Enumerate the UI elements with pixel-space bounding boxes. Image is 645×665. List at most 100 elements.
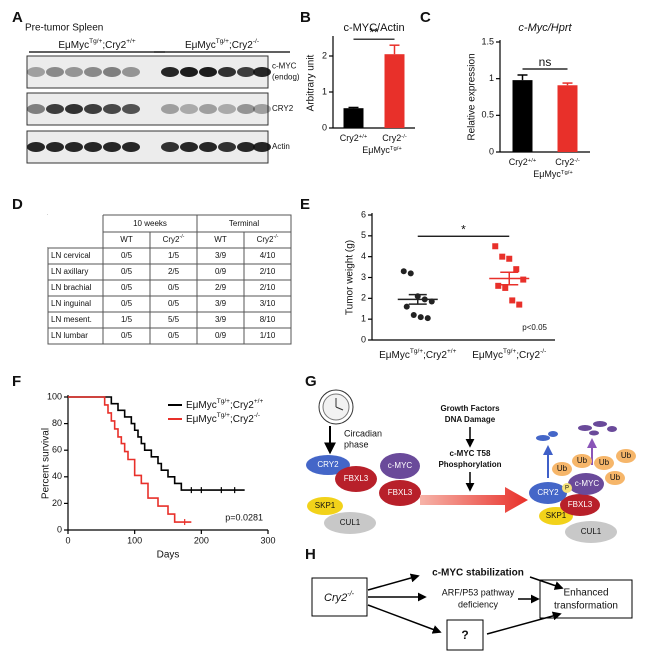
blot-title: Pre-tumor Spleen xyxy=(25,23,103,34)
table-cell: 3/9 xyxy=(215,299,227,308)
x-group-label-part: Tg/+ xyxy=(561,170,573,176)
x-tick-label: 100 xyxy=(127,535,142,545)
x-tick-label: 200 xyxy=(194,535,209,545)
blot-band xyxy=(218,104,236,114)
skp1-node xyxy=(307,497,343,515)
y-tick-label: 40 xyxy=(52,471,62,481)
data-point xyxy=(400,268,407,275)
clock-label: Circadian xyxy=(344,428,382,438)
legend-label-part: EμMyc xyxy=(186,414,217,425)
table-cell: 0/5 xyxy=(121,267,133,276)
blot-band xyxy=(253,67,271,77)
x-tick-label: Cry2-/- xyxy=(382,133,407,143)
data-point xyxy=(403,303,410,310)
x-tick-label-part: EμMyc xyxy=(472,350,503,361)
signal-label: Growth Factors xyxy=(440,404,500,413)
survival-curve xyxy=(68,396,245,491)
blot-band xyxy=(161,67,179,77)
node-label: SKP1 xyxy=(315,501,336,510)
fragment xyxy=(536,435,550,441)
cul1-node xyxy=(324,512,376,534)
blot-band xyxy=(237,142,255,152)
x-tick-label-part: +/+ xyxy=(359,134,368,140)
cmyc-node xyxy=(380,453,420,479)
node-label: FBXL3 xyxy=(344,474,369,483)
blot-band xyxy=(46,67,64,77)
data-point xyxy=(492,243,499,250)
table-cell: 4/10 xyxy=(260,251,276,260)
table-cell: 3/9 xyxy=(215,315,227,324)
node-label: CRY2 xyxy=(317,460,339,469)
cmyc-node xyxy=(568,473,604,495)
arrow xyxy=(367,604,442,634)
y-tick-label: 6 xyxy=(361,209,366,219)
blot-band xyxy=(253,104,271,114)
blot-group-label-part: ;Cry2 xyxy=(102,40,126,51)
table-cell: LN inguinal xyxy=(51,299,91,308)
table-cell: 0/5 xyxy=(121,251,133,260)
table-cell: 3/9 xyxy=(215,251,227,260)
y-tick-label: 80 xyxy=(52,418,62,428)
blot-band xyxy=(180,142,198,152)
y-tick-label: 1 xyxy=(322,86,327,96)
node-label: CUL1 xyxy=(340,518,361,527)
band-label: CRY2 xyxy=(272,104,294,113)
data-point xyxy=(499,253,506,260)
blot-band xyxy=(103,67,121,77)
blot-band xyxy=(84,142,102,152)
blot-band xyxy=(218,67,236,77)
arrow xyxy=(486,611,562,635)
blot-band xyxy=(199,142,217,152)
x-tick-label-part: +/+ xyxy=(447,348,457,355)
legend-label-part: ;Cry2 xyxy=(230,400,254,411)
outcome-label: transformation xyxy=(554,601,618,612)
path-label: ? xyxy=(461,628,468,642)
y-tick-label: 0.5 xyxy=(481,110,494,120)
path-label: c-MYC stabilization xyxy=(432,568,524,579)
table-corner xyxy=(48,215,103,248)
table-column-header-part: Cry2 xyxy=(257,235,274,244)
blot-band xyxy=(103,142,121,152)
y-tick-label: 0 xyxy=(322,122,327,132)
blot-band xyxy=(122,104,140,114)
x-tick-label-part: Cry2 xyxy=(382,133,401,143)
table-group-header: 10 weeks xyxy=(133,219,167,228)
cry2-node xyxy=(529,482,567,504)
panel-label: H xyxy=(305,546,316,563)
table-column-header: WT xyxy=(120,235,133,244)
p-node xyxy=(562,483,572,493)
node-label: CUL1 xyxy=(581,527,602,536)
legend-label: EμMycTg/+;Cry2+/+ xyxy=(186,398,263,410)
arrow xyxy=(367,573,420,591)
fbxl3-node xyxy=(335,466,377,492)
p-value: p=0.0281 xyxy=(225,512,263,522)
y-tick-label: 20 xyxy=(52,498,62,508)
table-cell: 2/5 xyxy=(168,267,180,276)
cul1-node xyxy=(565,521,617,543)
y-tick-label: 0 xyxy=(489,146,494,156)
x-tick-label-part: Cry2 xyxy=(555,157,574,167)
y-axis-title: Tumor weight (g) xyxy=(345,240,356,315)
blot-group-label-part: EμMyc xyxy=(58,40,89,51)
blot-group-label-part: Tg/+ xyxy=(216,38,229,45)
ub-node xyxy=(572,454,592,468)
blot-band xyxy=(161,104,179,114)
x-tick-label-part: Cry2 xyxy=(340,133,359,143)
table-cell: 0/9 xyxy=(215,331,227,340)
table-cell: 0/5 xyxy=(121,299,133,308)
event-label: Phosphorylation xyxy=(438,460,501,469)
node-label: FBXL3 xyxy=(568,500,593,509)
data-point xyxy=(516,301,523,308)
blot-band xyxy=(65,142,83,152)
node-label: Ub xyxy=(621,451,632,460)
panel-label: C xyxy=(420,9,431,26)
significance-label: * xyxy=(461,222,466,236)
x-tick-label-part: EμMyc xyxy=(379,350,410,361)
x-tick-label-part: Cry2 xyxy=(509,157,528,167)
x-tick-label-part: -/- xyxy=(401,134,407,140)
y-tick-label: 5 xyxy=(361,230,366,240)
blot-band xyxy=(199,67,217,77)
node-label: P xyxy=(565,486,569,492)
source-label: Cry2-/- xyxy=(324,590,355,604)
